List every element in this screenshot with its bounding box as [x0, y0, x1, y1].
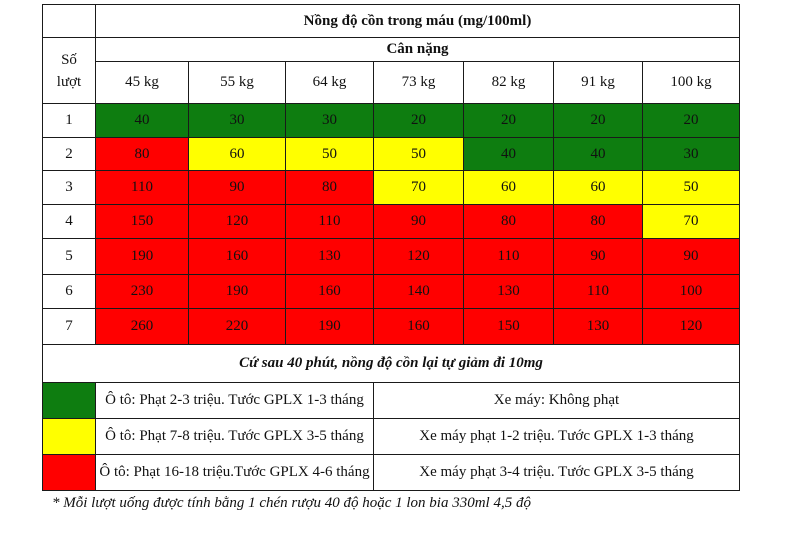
bac-value-cell: 50	[642, 170, 740, 205]
weight-cell: 73 kg	[373, 61, 464, 104]
bac-value-cell: 40	[95, 103, 189, 138]
legend-car-penalty: Ô tô: Phạt 7-8 triệu. Tước GPLX 3-5 thán…	[95, 418, 374, 455]
footnote: * Mỗi lượt uống được tính bằng 1 chén rư…	[52, 495, 531, 511]
table-row: 1 40 30 30 20 20 20 20	[42, 103, 740, 138]
bac-value-cell: 50	[285, 137, 374, 171]
legend-car-penalty: Ô tô: Phạt 2-3 triệu. Tước GPLX 1-3 thán…	[95, 382, 374, 419]
weight-cell: 45 kg	[95, 61, 189, 104]
bac-value-cell: 70	[373, 170, 464, 205]
bac-value-cell: 190	[285, 308, 374, 345]
bac-value-cell: 110	[553, 274, 643, 309]
table-row: 5 190 160 130 120 110 90 90	[42, 238, 740, 275]
bac-value-cell: 90	[553, 238, 643, 275]
bac-value-cell: 120	[373, 238, 464, 275]
bac-value-cell: 220	[188, 308, 286, 345]
table-row: 7 260 220 190 160 150 130 120	[42, 308, 740, 345]
corner-cell	[42, 4, 96, 38]
bac-value-cell: 80	[553, 204, 643, 239]
bac-value-cell: 80	[95, 137, 189, 171]
bac-value-cell: 50	[373, 137, 464, 171]
bac-value-cell: 90	[188, 170, 286, 205]
bac-value-cell: 40	[463, 137, 554, 171]
weight-row: 45 kg 55 kg 64 kg 73 kg 82 kg 91 kg 100 …	[43, 61, 740, 104]
bac-value-cell: 60	[553, 170, 643, 205]
weight-cell: 55 kg	[188, 61, 286, 104]
bac-value-cell: 140	[373, 274, 464, 309]
weight-cell: 100 kg	[642, 61, 740, 104]
weight-cell: 64 kg	[285, 61, 374, 104]
bac-value-cell: 130	[463, 274, 554, 309]
bac-value-cell: 80	[463, 204, 554, 239]
bac-value-cell: 80	[285, 170, 374, 205]
bac-table: Nồng độ cồn trong máu (mg/100ml) Số lượt…	[42, 4, 740, 491]
legend-moto-penalty: Xe máy: Không phạt	[373, 382, 740, 419]
bac-value-cell: 100	[642, 274, 740, 309]
bac-value-cell: 260	[95, 308, 189, 345]
bac-value-cell: 60	[463, 170, 554, 205]
legend-swatch-yellow	[42, 418, 96, 455]
bac-value-cell: 190	[188, 274, 286, 309]
bac-value-cell: 70	[642, 204, 740, 239]
bac-value-cell: 110	[463, 238, 554, 275]
round-number: 4	[42, 204, 96, 239]
bac-value-cell: 190	[95, 238, 189, 275]
table-row: 3 110 90 80 70 60 60 50	[42, 170, 740, 205]
table-title: Nồng độ cồn trong máu (mg/100ml)	[95, 4, 740, 38]
table-row: 6 230 190 160 140 130 110 100	[42, 274, 740, 309]
bac-value-cell: 90	[373, 204, 464, 239]
legend-swatch-green	[42, 382, 96, 419]
bac-value-cell: 160	[285, 274, 374, 309]
round-number: 5	[42, 238, 96, 275]
bac-value-cell: 150	[463, 308, 554, 345]
legend-car-penalty: Ô tô: Phạt 16-18 triệu.Tước GPLX 4-6 thá…	[95, 454, 374, 491]
bac-value-cell: 150	[95, 204, 189, 239]
bac-value-cell: 120	[642, 308, 740, 345]
bac-value-cell: 160	[373, 308, 464, 345]
decay-note: Cứ sau 40 phút, nồng độ cồn lại tự giảm …	[42, 344, 740, 383]
table-row: 4 150 120 110 90 80 80 70	[42, 204, 740, 239]
bac-value-cell: 110	[95, 170, 189, 205]
round-number: 7	[42, 308, 96, 345]
legend-swatch-red	[42, 454, 96, 491]
weight-header: Cân nặng	[95, 37, 740, 62]
rounds-header: Số lượt	[42, 37, 96, 104]
bac-value-cell: 90	[642, 238, 740, 275]
bac-value-cell: 110	[285, 204, 374, 239]
round-number: 6	[42, 274, 96, 309]
bac-value-cell: 60	[188, 137, 286, 171]
bac-value-cell: 130	[285, 238, 374, 275]
bac-value-cell: 30	[642, 137, 740, 171]
table-row: 2 80 60 50 50 40 40 30	[42, 137, 740, 171]
bac-value-cell: 30	[188, 103, 286, 138]
round-number: 2	[42, 137, 96, 171]
bac-value-cell: 130	[553, 308, 643, 345]
bac-value-cell: 40	[553, 137, 643, 171]
bac-value-cell: 230	[95, 274, 189, 309]
round-number: 1	[42, 103, 96, 138]
bac-value-cell: 30	[285, 103, 374, 138]
bac-value-cell: 120	[188, 204, 286, 239]
round-number: 3	[42, 170, 96, 205]
bac-value-cell: 20	[553, 103, 643, 138]
weight-cell: 91 kg	[553, 61, 643, 104]
bac-value-cell: 20	[642, 103, 740, 138]
legend-moto-penalty: Xe máy phạt 3-4 triệu. Tước GPLX 3-5 thá…	[373, 454, 740, 491]
weight-cell: 82 kg	[463, 61, 554, 104]
bac-value-cell: 160	[188, 238, 286, 275]
bac-value-cell: 20	[463, 103, 554, 138]
bac-value-cell: 20	[373, 103, 464, 138]
legend-moto-penalty: Xe máy phạt 1-2 triệu. Tước GPLX 1-3 thá…	[373, 418, 740, 455]
